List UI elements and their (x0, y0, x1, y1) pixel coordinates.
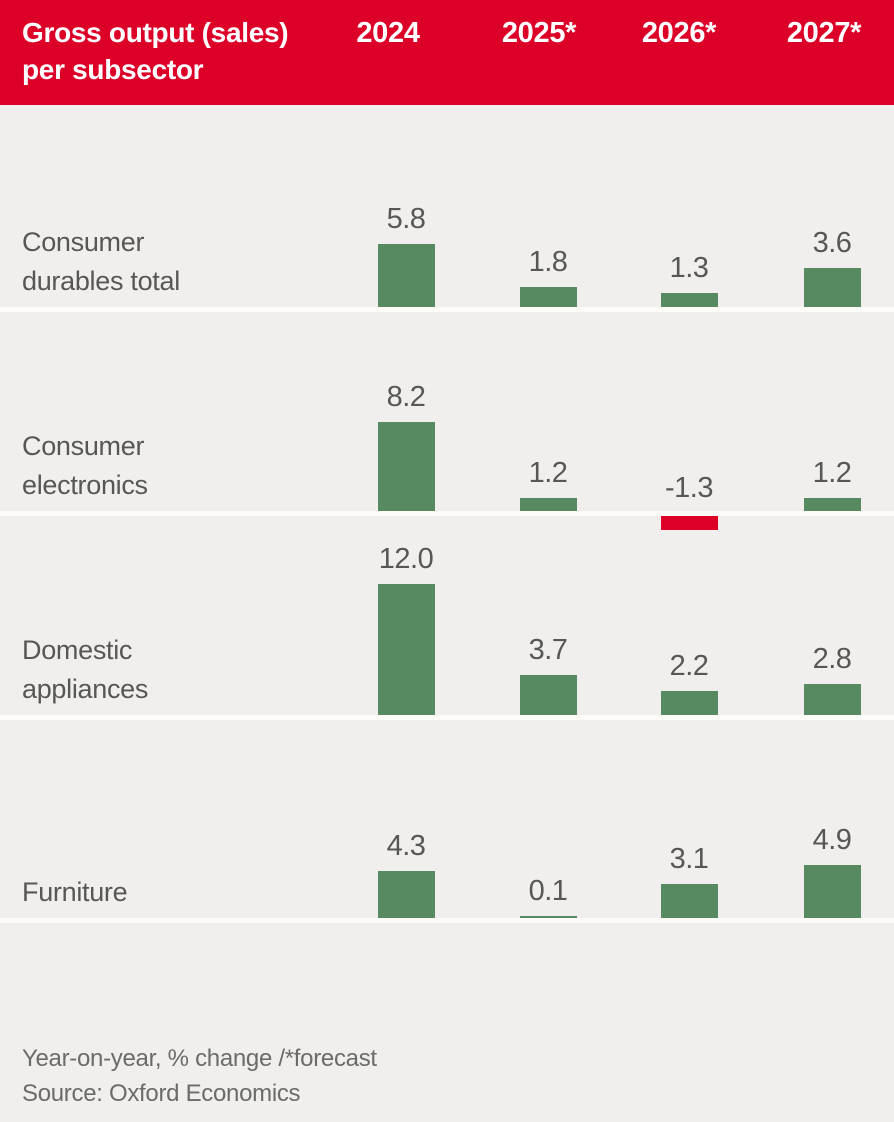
row-label: Furniture (22, 877, 128, 907)
bar-value-label: -1.3 (665, 472, 713, 504)
bar-value-label: 1.8 (528, 246, 568, 278)
column-header-2026: 2026* (641, 17, 717, 49)
bar-positive (660, 691, 718, 715)
chart-row: Furniture 4.3 0.1 3.1 4.9 (0, 720, 894, 923)
column-header-2025: 2025* (501, 17, 577, 49)
bar-positive (377, 871, 435, 918)
bar-positive (519, 287, 577, 307)
bar-value-label: 5.8 (386, 203, 426, 235)
bar-value-label: 3.6 (812, 227, 852, 259)
chart-body: Consumer durables total 5.8 1.8 1.3 3.6 Consum… (0, 105, 894, 923)
bar-positive (519, 916, 577, 918)
bar-value-label: 1.3 (669, 252, 709, 284)
bar-positive (660, 293, 718, 307)
chart-title-line2: per subsector (22, 54, 204, 85)
bar-value-label: 4.9 (812, 824, 852, 856)
bar-value-label: 2.8 (812, 643, 852, 675)
chart-note: Year-on-year, % change /*forecast (22, 1045, 377, 1072)
chart-row: Domestic appliances 12.0 3.7 2.2 2.8 (0, 516, 894, 720)
chart-title-line1: Gross output (sales) (22, 17, 289, 48)
row-label: Consumer durables total (22, 227, 180, 296)
bar-positive (377, 244, 435, 307)
chart-row: Consumer durables total 5.8 1.8 1.3 3.6 (0, 105, 894, 312)
chart-title: Gross output (sales) per subsector (22, 14, 289, 88)
row-label: Consumer electronics (22, 431, 148, 500)
row-label: Domestic appliances (22, 635, 149, 704)
column-header-2027: 2027* (786, 17, 862, 49)
bar-value-label: 12.0 (378, 543, 434, 575)
bar-value-label: 3.7 (528, 634, 568, 666)
bar-positive (377, 584, 435, 715)
bar-positive (803, 268, 861, 307)
bar-positive (519, 675, 577, 715)
bar-negative (660, 516, 718, 530)
chart-row: Consumer electronics 8.2 1.2 -1.3 1.2 (0, 312, 894, 530)
bar-positive (660, 884, 718, 918)
bar-value-label: 4.3 (386, 830, 426, 862)
bar-positive (519, 498, 577, 511)
bar-positive (377, 422, 435, 511)
column-header-2024: 2024 (356, 17, 420, 49)
bar-value-label: 1.2 (528, 457, 568, 489)
bar-positive (803, 865, 861, 918)
bar-positive (803, 498, 861, 511)
chart-source: Source: Oxford Economics (22, 1080, 301, 1107)
chart-footer: Year-on-year, % change /*forecast Source… (0, 923, 894, 1122)
bar-value-label: 2.2 (669, 650, 709, 682)
chart-header: Gross output (sales) per subsector 2024 … (0, 0, 894, 105)
bar-value-label: 0.1 (528, 875, 568, 907)
bar-value-label: 8.2 (386, 381, 426, 413)
bar-value-label: 3.1 (669, 843, 709, 875)
bar-positive (803, 684, 861, 715)
bar-value-label: 1.2 (812, 457, 852, 489)
